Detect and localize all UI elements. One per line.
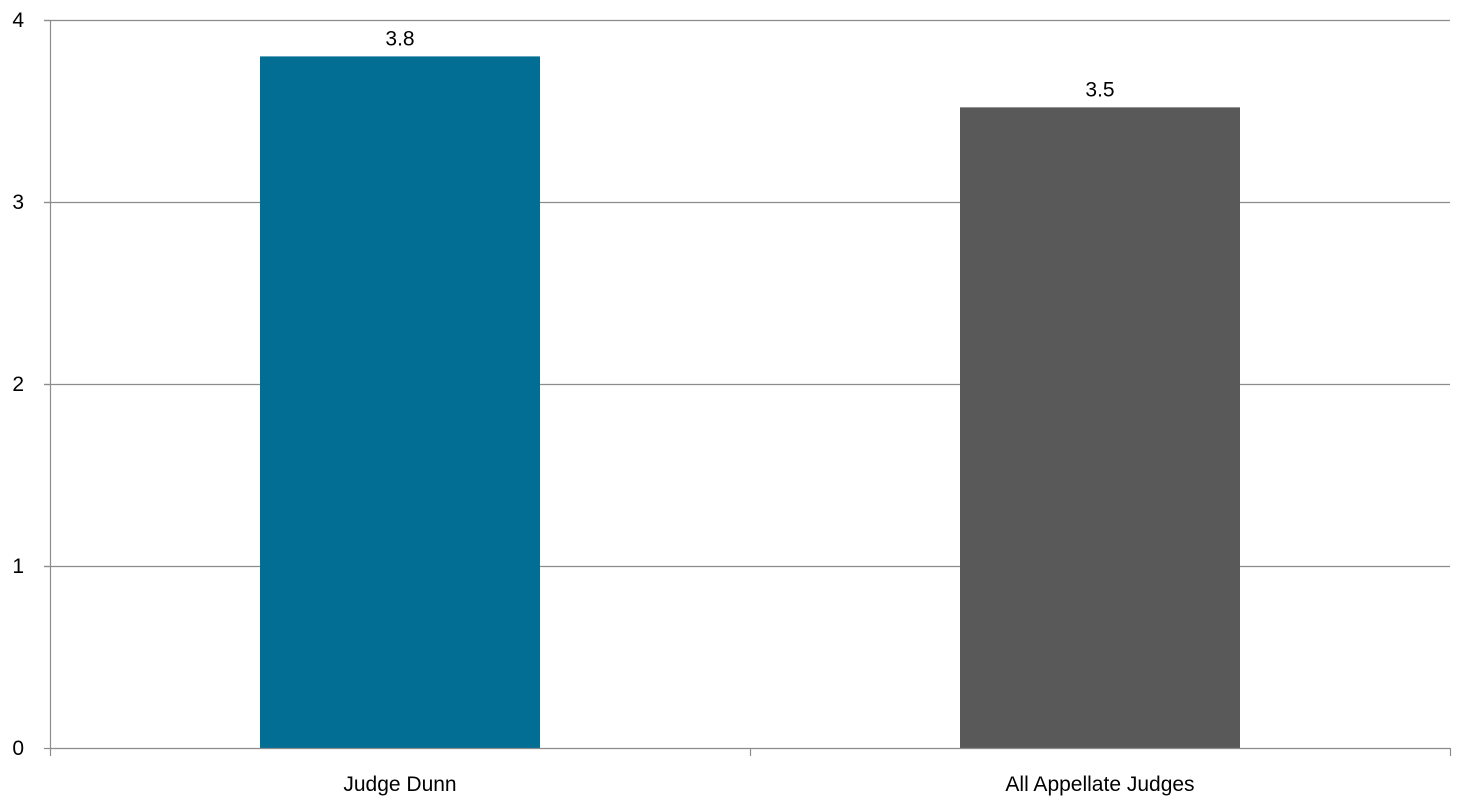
x-tick-label: Judge Dunn	[343, 773, 456, 796]
y-tick-label: 2	[12, 373, 24, 396]
y-tick-label: 4	[12, 9, 24, 32]
y-tick-label: 1	[12, 555, 24, 578]
axes	[44, 19, 1452, 756]
bars	[260, 56, 1240, 749]
data-label: 3.8	[385, 27, 414, 50]
tick-labels: 0 1 2 3 4 Judge Dunn All Appellate Judges	[12, 9, 1194, 796]
data-labels: 3.8 3.5	[377, 23, 1123, 101]
data-label: 3.5	[1085, 78, 1114, 101]
data-label-background	[377, 23, 423, 50]
bar-1	[260, 56, 540, 748]
data-label-background	[1077, 74, 1123, 101]
x-tick-label: All Appellate Judges	[1005, 773, 1194, 796]
bar-2	[960, 107, 1240, 749]
y-tick-label: 0	[12, 737, 24, 760]
y-tick-label: 3	[12, 191, 24, 214]
